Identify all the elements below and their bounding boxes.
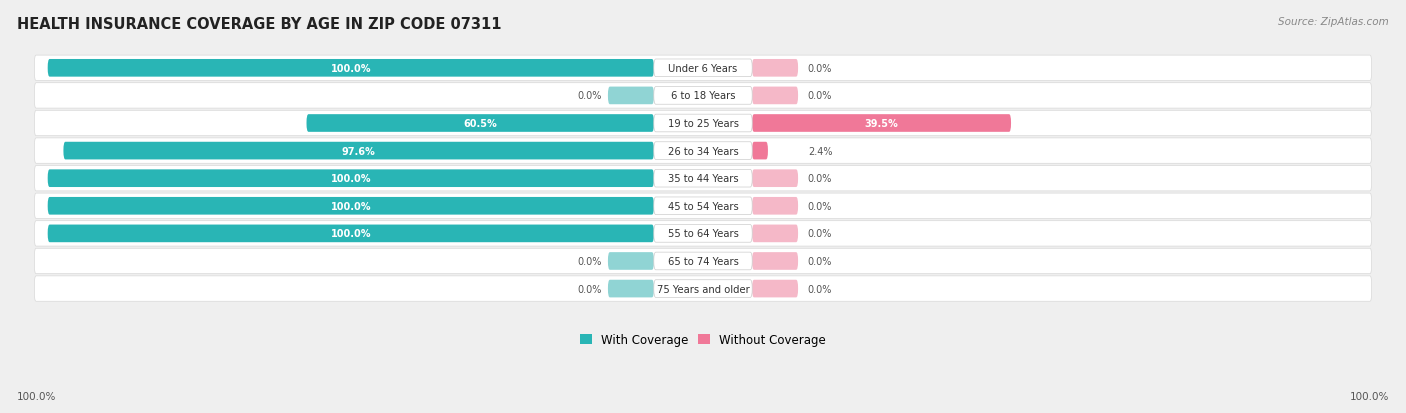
FancyBboxPatch shape: [752, 225, 799, 242]
FancyBboxPatch shape: [654, 115, 752, 133]
FancyBboxPatch shape: [752, 197, 799, 215]
Text: 97.6%: 97.6%: [342, 146, 375, 156]
Text: 19 to 25 Years: 19 to 25 Years: [668, 119, 738, 129]
FancyBboxPatch shape: [35, 111, 1371, 136]
Text: 100.0%: 100.0%: [1350, 391, 1389, 401]
Text: 0.0%: 0.0%: [808, 256, 832, 266]
FancyBboxPatch shape: [35, 221, 1371, 247]
FancyBboxPatch shape: [752, 252, 799, 270]
FancyBboxPatch shape: [35, 249, 1371, 274]
Text: 65 to 74 Years: 65 to 74 Years: [668, 256, 738, 266]
FancyBboxPatch shape: [752, 280, 799, 298]
Text: 0.0%: 0.0%: [576, 284, 602, 294]
FancyBboxPatch shape: [35, 166, 1371, 191]
Text: Source: ZipAtlas.com: Source: ZipAtlas.com: [1278, 17, 1389, 26]
Text: HEALTH INSURANCE COVERAGE BY AGE IN ZIP CODE 07311: HEALTH INSURANCE COVERAGE BY AGE IN ZIP …: [17, 17, 502, 31]
FancyBboxPatch shape: [48, 225, 654, 242]
Text: 45 to 54 Years: 45 to 54 Years: [668, 201, 738, 211]
FancyBboxPatch shape: [752, 142, 768, 160]
FancyBboxPatch shape: [654, 142, 752, 160]
Text: 100.0%: 100.0%: [17, 391, 56, 401]
Text: 0.0%: 0.0%: [808, 174, 832, 184]
Text: 6 to 18 Years: 6 to 18 Years: [671, 91, 735, 101]
FancyBboxPatch shape: [63, 142, 654, 160]
FancyBboxPatch shape: [607, 252, 654, 270]
Text: 26 to 34 Years: 26 to 34 Years: [668, 146, 738, 156]
Text: 35 to 44 Years: 35 to 44 Years: [668, 174, 738, 184]
FancyBboxPatch shape: [35, 276, 1371, 301]
FancyBboxPatch shape: [752, 60, 799, 78]
FancyBboxPatch shape: [752, 115, 1011, 133]
Text: 0.0%: 0.0%: [808, 284, 832, 294]
Text: 100.0%: 100.0%: [330, 201, 371, 211]
FancyBboxPatch shape: [654, 60, 752, 78]
Text: Under 6 Years: Under 6 Years: [668, 64, 738, 74]
Legend: With Coverage, Without Coverage: With Coverage, Without Coverage: [575, 328, 831, 351]
Text: 0.0%: 0.0%: [576, 256, 602, 266]
Text: 0.0%: 0.0%: [808, 201, 832, 211]
FancyBboxPatch shape: [48, 197, 654, 215]
FancyBboxPatch shape: [752, 88, 799, 105]
FancyBboxPatch shape: [654, 197, 752, 215]
FancyBboxPatch shape: [307, 115, 654, 133]
FancyBboxPatch shape: [48, 60, 654, 78]
Text: 0.0%: 0.0%: [808, 91, 832, 101]
Text: 39.5%: 39.5%: [865, 119, 898, 129]
Text: 100.0%: 100.0%: [330, 229, 371, 239]
FancyBboxPatch shape: [48, 170, 654, 188]
FancyBboxPatch shape: [35, 56, 1371, 81]
Text: 0.0%: 0.0%: [576, 91, 602, 101]
FancyBboxPatch shape: [654, 170, 752, 188]
Text: 100.0%: 100.0%: [330, 174, 371, 184]
Text: 75 Years and older: 75 Years and older: [657, 284, 749, 294]
Text: 2.4%: 2.4%: [808, 146, 832, 156]
FancyBboxPatch shape: [35, 139, 1371, 164]
Text: 100.0%: 100.0%: [330, 64, 371, 74]
FancyBboxPatch shape: [752, 170, 799, 188]
FancyBboxPatch shape: [654, 252, 752, 270]
FancyBboxPatch shape: [35, 194, 1371, 219]
FancyBboxPatch shape: [654, 280, 752, 298]
FancyBboxPatch shape: [654, 88, 752, 105]
Text: 0.0%: 0.0%: [808, 229, 832, 239]
FancyBboxPatch shape: [35, 83, 1371, 109]
Text: 55 to 64 Years: 55 to 64 Years: [668, 229, 738, 239]
FancyBboxPatch shape: [654, 225, 752, 242]
FancyBboxPatch shape: [607, 88, 654, 105]
Text: 60.5%: 60.5%: [464, 119, 498, 129]
FancyBboxPatch shape: [607, 280, 654, 298]
Text: 0.0%: 0.0%: [808, 64, 832, 74]
